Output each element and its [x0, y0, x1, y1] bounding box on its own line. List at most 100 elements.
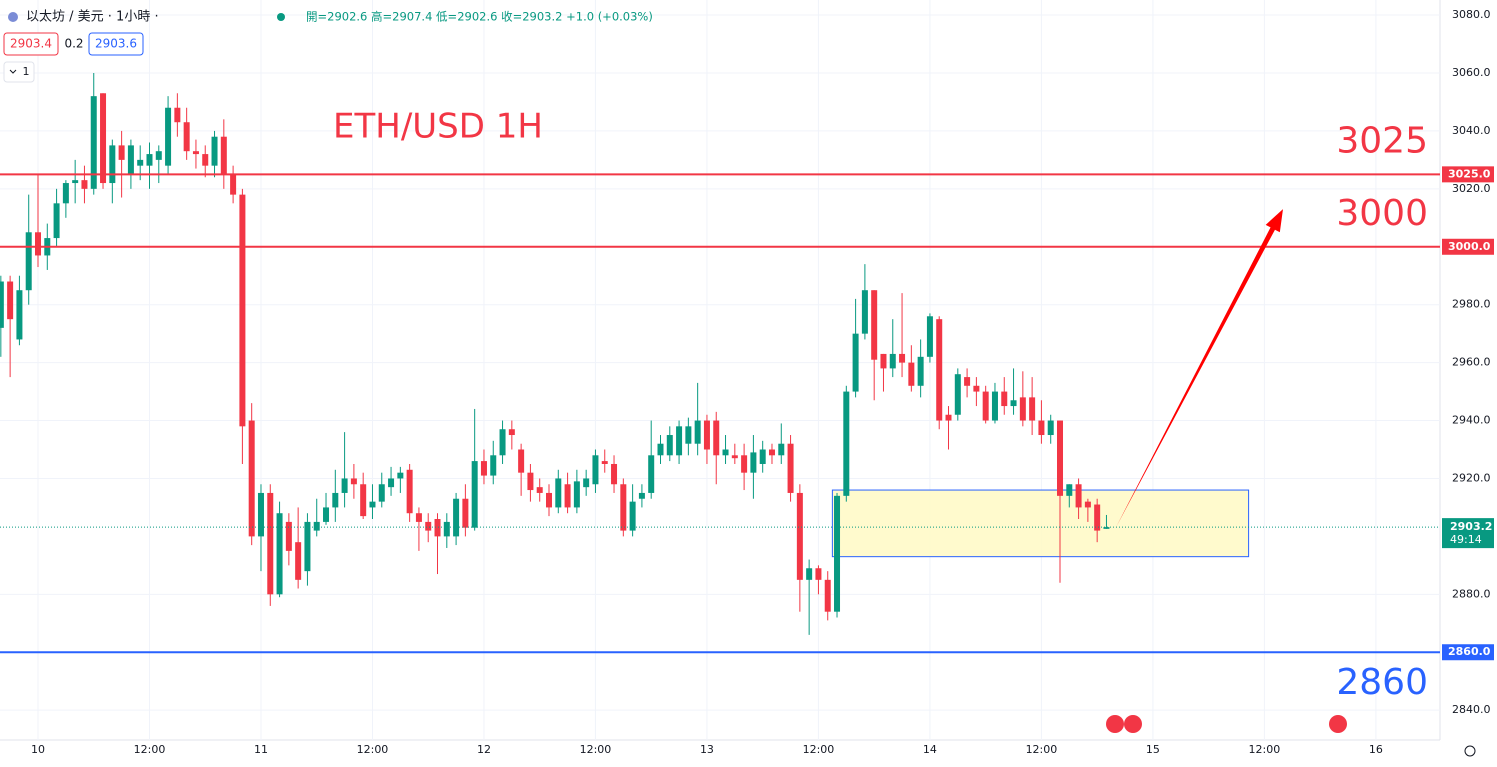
candle-body	[490, 455, 497, 476]
candle-body	[323, 507, 330, 522]
candle-body	[406, 469, 413, 514]
candle-body	[703, 420, 710, 450]
candle-body	[648, 455, 655, 493]
candle-body	[518, 449, 525, 473]
flag-icon	[1124, 715, 1142, 733]
symbol: 以太坊 / 美元 · 1小時 ·	[26, 10, 159, 25]
y-tick-label: 2940.0	[1452, 414, 1491, 427]
candle-body	[276, 513, 283, 595]
candle-body	[53, 203, 60, 239]
candle-body	[16, 290, 23, 340]
y-tick-label: 2960.0	[1452, 356, 1491, 369]
candle-body	[778, 443, 785, 456]
candle-body	[546, 492, 553, 508]
collapse-button[interactable]	[3, 61, 35, 83]
flag-icon	[1106, 715, 1124, 733]
candle-body	[620, 484, 627, 531]
candle-body	[146, 154, 153, 166]
buy-button[interactable]	[88, 32, 144, 56]
candle-body	[127, 145, 134, 175]
candle-body	[1047, 420, 1054, 436]
candle-body	[694, 420, 701, 444]
candle-body	[536, 487, 543, 493]
candle-body	[917, 356, 924, 386]
overlay-layer: 3025 3000 2860	[0, 120, 1440, 703]
candle-body	[480, 461, 487, 476]
candle-body	[1066, 484, 1073, 496]
candle-body	[109, 145, 116, 184]
level-label: 2860	[1336, 662, 1428, 703]
candle-body	[796, 492, 803, 580]
candle-body	[611, 463, 618, 485]
candle-body	[1103, 527, 1110, 529]
candle-body	[25, 232, 32, 291]
candle-body	[871, 290, 878, 360]
candle-body	[564, 484, 571, 508]
price-axis	[1440, 0, 1497, 767]
candle-body	[592, 455, 599, 485]
y-tick-label: 2840.0	[1452, 703, 1491, 716]
level-tag-label: 3000.0	[1448, 240, 1491, 253]
candle-body	[945, 414, 952, 421]
candle-body	[889, 353, 896, 369]
candle-body	[834, 495, 841, 612]
settings-icon[interactable]	[1464, 745, 1476, 757]
candle-body	[991, 391, 998, 421]
level-tag-label: 3025.0	[1448, 167, 1491, 180]
candle-body	[954, 374, 961, 415]
level-tag-label: 2860.0	[1448, 645, 1491, 658]
candle-body	[861, 290, 868, 334]
x-tick-label: 12:00	[1026, 743, 1058, 756]
candle-body	[824, 579, 831, 612]
last-price-label: 2903.2	[1450, 520, 1492, 533]
sell-button[interactable]	[3, 32, 59, 56]
x-tick-label: 16	[1369, 743, 1383, 756]
y-tick-label: 2880.0	[1452, 587, 1491, 600]
candle-body	[62, 183, 69, 204]
candle-body	[964, 377, 971, 386]
candle-body	[248, 420, 255, 537]
x-tick-label: 13	[700, 743, 714, 756]
arrow	[1115, 209, 1283, 528]
interval[interactable]: 1	[23, 65, 30, 78]
x-tick-label: 12:00	[580, 743, 612, 756]
y-tick-label: 2920.0	[1452, 471, 1491, 484]
sell-price[interactable]: 2903.4	[10, 37, 52, 51]
last-price-tag	[1442, 518, 1494, 549]
candle-body	[722, 449, 729, 456]
candle-body	[1094, 504, 1101, 531]
candle-body	[341, 478, 348, 493]
candle-body	[508, 429, 515, 436]
candle-body	[657, 443, 664, 456]
candle-body	[499, 429, 506, 456]
candle-body	[638, 492, 645, 499]
candle-body	[908, 362, 915, 386]
candle-body	[183, 122, 190, 152]
symbol-icon	[8, 12, 18, 22]
chart-title: ETH/USD 1H	[333, 107, 543, 147]
chevron	[9, 69, 17, 74]
candle-body	[1038, 420, 1045, 436]
level-tag	[1442, 644, 1494, 661]
x-tick-label: 12:00	[357, 743, 389, 756]
candle-body	[397, 472, 404, 479]
background-layer	[0, 0, 1440, 740]
buy-price[interactable]: 2903.6	[95, 37, 137, 51]
candle-body	[1010, 400, 1017, 407]
candle-body	[295, 542, 302, 580]
x-tick-label: 14	[923, 743, 937, 756]
candle-body	[1001, 391, 1008, 407]
candle-body	[1019, 397, 1026, 421]
candle-body	[973, 385, 980, 392]
candle-body	[434, 519, 441, 537]
candle-body	[360, 484, 367, 517]
candle-body	[741, 455, 748, 473]
y-tick-label: 3040.0	[1452, 124, 1491, 137]
candle-body	[230, 174, 237, 195]
candle-body	[852, 333, 859, 392]
candle-body	[415, 513, 422, 522]
candle-body	[1057, 420, 1064, 496]
candle-body	[676, 426, 683, 456]
candle-body	[72, 180, 79, 184]
